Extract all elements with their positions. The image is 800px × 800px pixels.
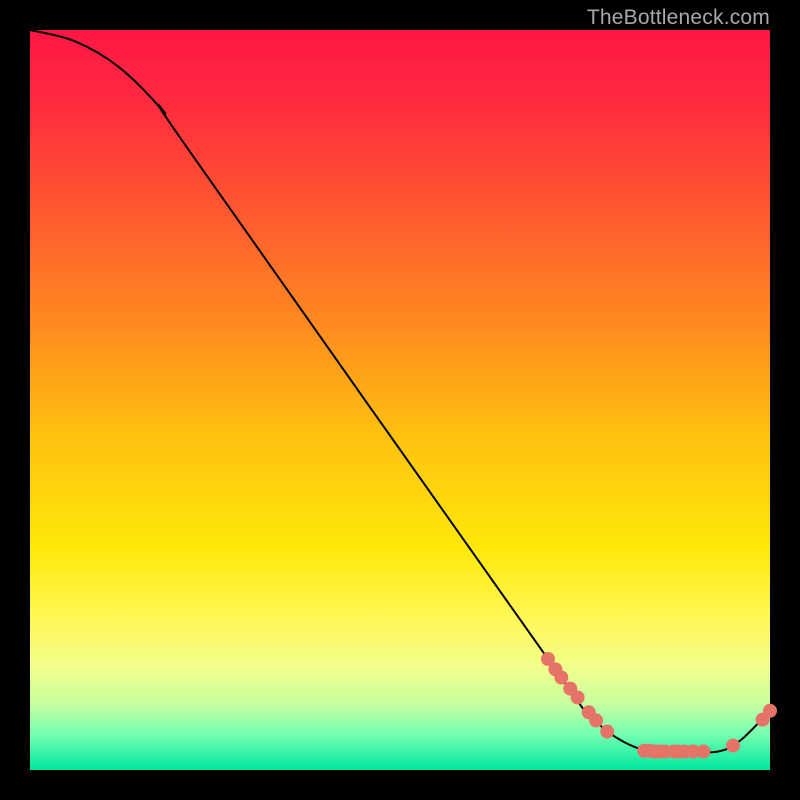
plot-panel — [30, 30, 770, 770]
bottleneck-curve — [30, 30, 770, 752]
watermark-text: TheBottleneck.com — [587, 6, 770, 30]
data-marker — [589, 713, 603, 727]
data-marker — [763, 704, 777, 718]
chart-stage: TheBottleneck.com — [0, 0, 800, 800]
data-marker — [571, 690, 585, 704]
curve-layer — [30, 30, 770, 770]
data-marker — [554, 671, 568, 685]
data-marker — [600, 725, 614, 739]
data-marker — [696, 745, 710, 759]
data-marker — [726, 739, 740, 753]
